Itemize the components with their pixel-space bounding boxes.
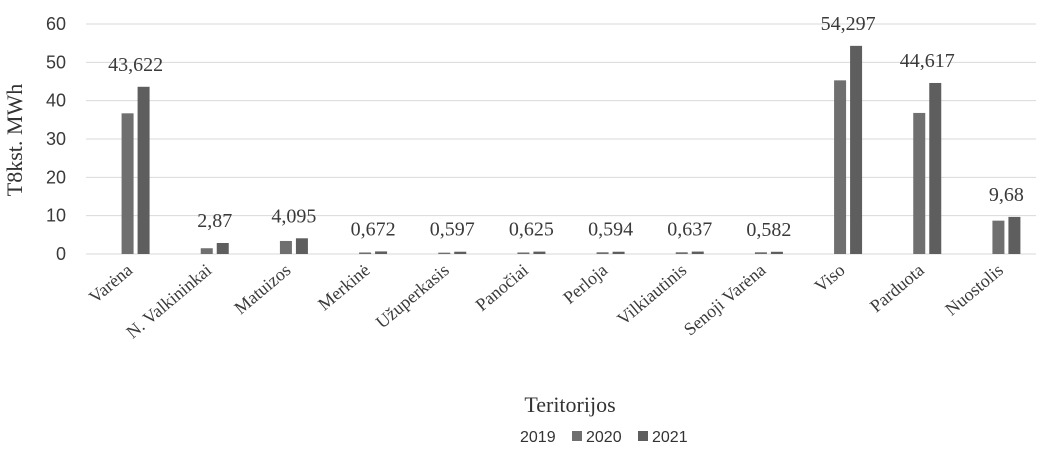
x-tick-label: Vilkiautinis: [613, 260, 690, 329]
y-tick-label: 0: [56, 244, 66, 264]
bar-2021: [612, 251, 625, 254]
bar-2020: [596, 252, 609, 254]
bar-2021: [533, 251, 546, 254]
bar-2020: [517, 252, 530, 254]
data-label: 4,095: [271, 205, 316, 227]
bar-2021: [929, 82, 942, 254]
bar-2020: [992, 220, 1005, 254]
bar-2021: [770, 251, 783, 254]
bar-2020: [200, 248, 213, 254]
data-label: 0,637: [667, 219, 712, 241]
data-label: 9,68: [989, 184, 1024, 206]
bar-2021: [691, 251, 704, 254]
data-label: 43,622: [108, 54, 163, 76]
y-tick-label: 40: [46, 91, 66, 111]
bar-2021: [137, 86, 150, 254]
x-tick-label: Merkinė: [314, 260, 374, 315]
x-tick-label: Parduota: [866, 260, 928, 316]
bar-2021: [375, 251, 388, 254]
bar-2020: [121, 113, 134, 254]
legend-swatch: [638, 431, 648, 441]
bar-2020: [675, 252, 688, 254]
y-tick-label: 30: [46, 129, 66, 149]
x-tick-label: Senoji Varėna: [680, 260, 770, 340]
legend-swatch: [572, 431, 582, 441]
bar-2021: [850, 45, 863, 255]
x-tick-label: Matuizos: [230, 260, 294, 318]
x-tick-label: Varėna: [85, 260, 136, 307]
data-label: 0,594: [588, 219, 633, 241]
y-tick-label: 20: [46, 167, 66, 187]
bar-2020: [359, 252, 372, 254]
bar-2021: [216, 242, 229, 254]
legend-label: 2020: [586, 429, 622, 446]
legend: 2019 2020 2021: [520, 429, 688, 446]
bar-2020: [913, 112, 926, 254]
y-axis-ticks: 0 10 20 30 40 50 60: [46, 14, 66, 264]
data-label: 0,582: [746, 219, 791, 241]
data-labels: 43,622 2,87 4,095 0,672 0,597 0,625 0,594 0,637…: [108, 13, 1024, 241]
gridlines: [86, 23, 1036, 255]
data-label: 54,297: [821, 13, 876, 35]
x-tick-label: Panočiai: [472, 260, 532, 315]
bars: [121, 45, 1021, 255]
bar-2020: [279, 240, 292, 254]
data-label: 44,617: [900, 50, 955, 72]
legend-item: 2019: [520, 429, 556, 446]
data-label: 0,672: [351, 218, 396, 240]
data-label: 0,597: [430, 219, 475, 241]
legend-label: 2021: [652, 429, 688, 446]
x-tick-label: Užuperkasis: [372, 260, 453, 333]
y-tick-label: 10: [46, 206, 66, 226]
bar-2020: [438, 252, 451, 254]
bar-2020: [834, 80, 847, 254]
legend-item: 2021: [638, 429, 688, 446]
y-tick-label: 50: [46, 52, 66, 72]
bar-2020: [754, 252, 767, 254]
x-tick-label: N. Valkininkai: [122, 260, 215, 343]
data-label: 0,625: [509, 219, 554, 241]
x-axis-title: Teritorijos: [524, 392, 615, 417]
x-tick-label: Perloja: [559, 260, 611, 308]
y-tick-label: 60: [46, 14, 66, 34]
y-axis-title: T8kst. MWh: [2, 84, 27, 196]
data-label: 2,87: [197, 210, 232, 232]
bar-2021: [295, 238, 308, 254]
x-tick-label: Viso: [811, 260, 849, 296]
legend-item: 2020: [572, 429, 622, 446]
bar-2021: [1008, 216, 1021, 254]
x-tick-label: Nuostolis: [941, 260, 1007, 320]
bar-2021: [454, 251, 467, 254]
legend-label: 2019: [520, 429, 556, 446]
